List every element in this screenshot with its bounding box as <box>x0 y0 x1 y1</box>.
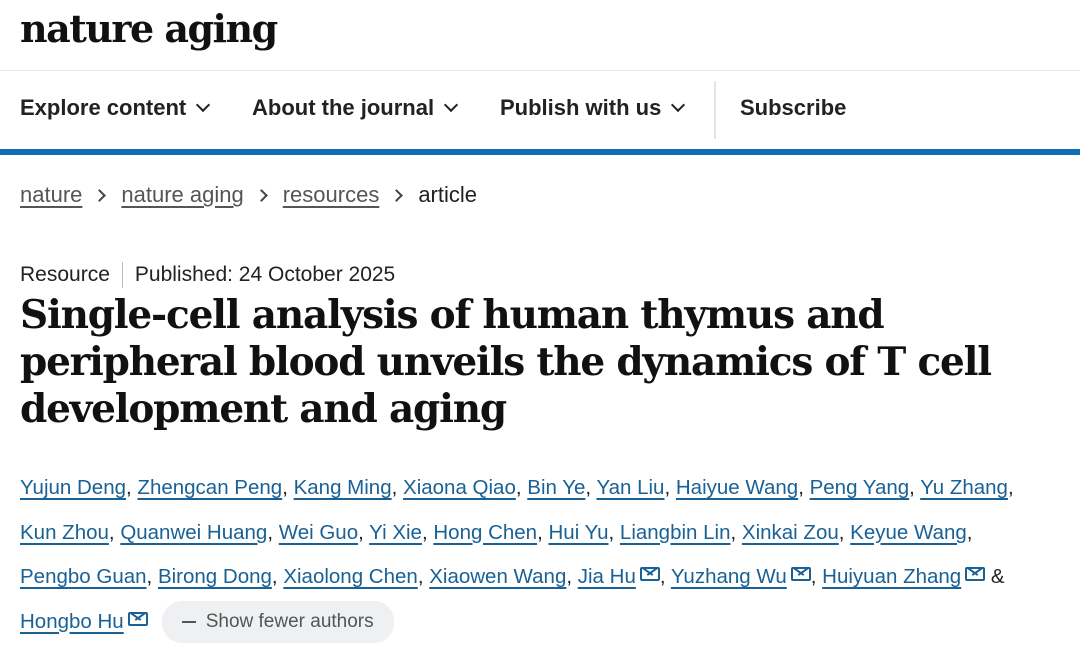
author-link[interactable]: Bin Ye <box>527 476 586 499</box>
subscribe-link[interactable]: Subscribe <box>740 95 847 120</box>
mail-icon[interactable] <box>965 567 986 581</box>
author-list: Yujun Deng, Zhengcan Peng, Kang Ming, Xi… <box>20 466 1065 644</box>
author-link[interactable]: Quanwei Huang <box>120 520 268 544</box>
nav-explore-content[interactable]: Explore content <box>20 95 211 121</box>
author-link[interactable]: Jia Hu <box>577 565 636 588</box>
breadcrumb-nature-aging[interactable]: nature aging <box>121 182 244 207</box>
author-link[interactable]: Birong Dong <box>157 565 272 588</box>
author-link[interactable]: Xiaona Qiao <box>403 476 516 499</box>
nav-label: Explore content <box>20 95 187 120</box>
show-fewer-label: Show fewer authors <box>205 610 374 632</box>
mail-icon[interactable] <box>639 567 660 581</box>
chevron-down-icon <box>444 97 459 113</box>
mail-icon[interactable] <box>790 567 811 581</box>
chevron-down-icon <box>671 97 686 113</box>
article-title: Single-cell analysis of human thymus and… <box>20 292 992 432</box>
breadcrumb-nature[interactable]: nature <box>20 182 83 207</box>
author-link[interactable]: Yi Xie <box>369 520 422 544</box>
author-link[interactable]: Yuzhang Wu <box>670 565 787 588</box>
author-link[interactable]: Xiaolong Chen <box>283 565 418 588</box>
nav-label: About the journal <box>252 95 435 120</box>
breadcrumb-current: article <box>418 182 477 207</box>
author-link[interactable]: Zhengcan Peng <box>137 476 283 499</box>
author-link[interactable]: Yan Liu <box>596 476 665 499</box>
article-type: Resource <box>20 263 110 286</box>
author-link[interactable]: Liangbin Lin <box>619 520 731 544</box>
chevron-right-icon <box>254 188 268 202</box>
journal-logo[interactable]: nature aging <box>20 6 278 51</box>
mail-icon[interactable] <box>127 611 148 626</box>
author-link[interactable]: Kang Ming <box>293 476 392 499</box>
breadcrumb-resources[interactable]: resources <box>282 182 380 207</box>
nav-about-journal[interactable]: About the journal <box>252 95 459 121</box>
author-link[interactable]: Hongbo Hu <box>20 609 124 633</box>
show-fewer-authors-button[interactable]: Show fewer authors <box>161 601 394 644</box>
nav-publish[interactable]: Publish with us <box>500 95 686 121</box>
author-link[interactable]: Hong Chen <box>433 520 538 544</box>
nav-label: Publish with us <box>500 95 662 120</box>
published-date: Published: 24 October 2025 <box>134 263 396 286</box>
author-link[interactable]: Kun Zhou <box>20 520 109 544</box>
nav-divider <box>714 81 716 139</box>
author-link[interactable]: Huiyuan Zhang <box>822 565 962 588</box>
author-link[interactable]: Yu Zhang <box>920 476 1008 499</box>
author-link[interactable]: Xinkai Zou <box>741 520 839 544</box>
meta-divider <box>121 262 123 288</box>
author-link[interactable]: Peng Yang <box>809 476 910 499</box>
article-meta: Resource Published: 24 October 2025 <box>20 262 395 288</box>
chevron-right-icon <box>93 188 107 202</box>
chevron-down-icon <box>196 97 211 113</box>
site-header: nature aging <box>0 0 1080 71</box>
author-link[interactable]: Haiyue Wang <box>675 476 799 499</box>
main-nav: Explore content About the journal Publis… <box>0 71 1080 155</box>
author-link[interactable]: Wei Guo <box>278 520 359 544</box>
minus-icon <box>181 621 196 624</box>
author-link[interactable]: Yujun Deng <box>20 476 127 499</box>
author-link[interactable]: Pengbo Guan <box>20 565 147 588</box>
author-link[interactable]: Hui Yu <box>548 520 609 544</box>
chevron-right-icon <box>390 188 404 202</box>
author-link[interactable]: Xiaowen Wang <box>429 565 567 588</box>
breadcrumb: nature nature aging resources article <box>20 182 477 208</box>
author-link[interactable]: Keyue Wang <box>850 520 967 544</box>
